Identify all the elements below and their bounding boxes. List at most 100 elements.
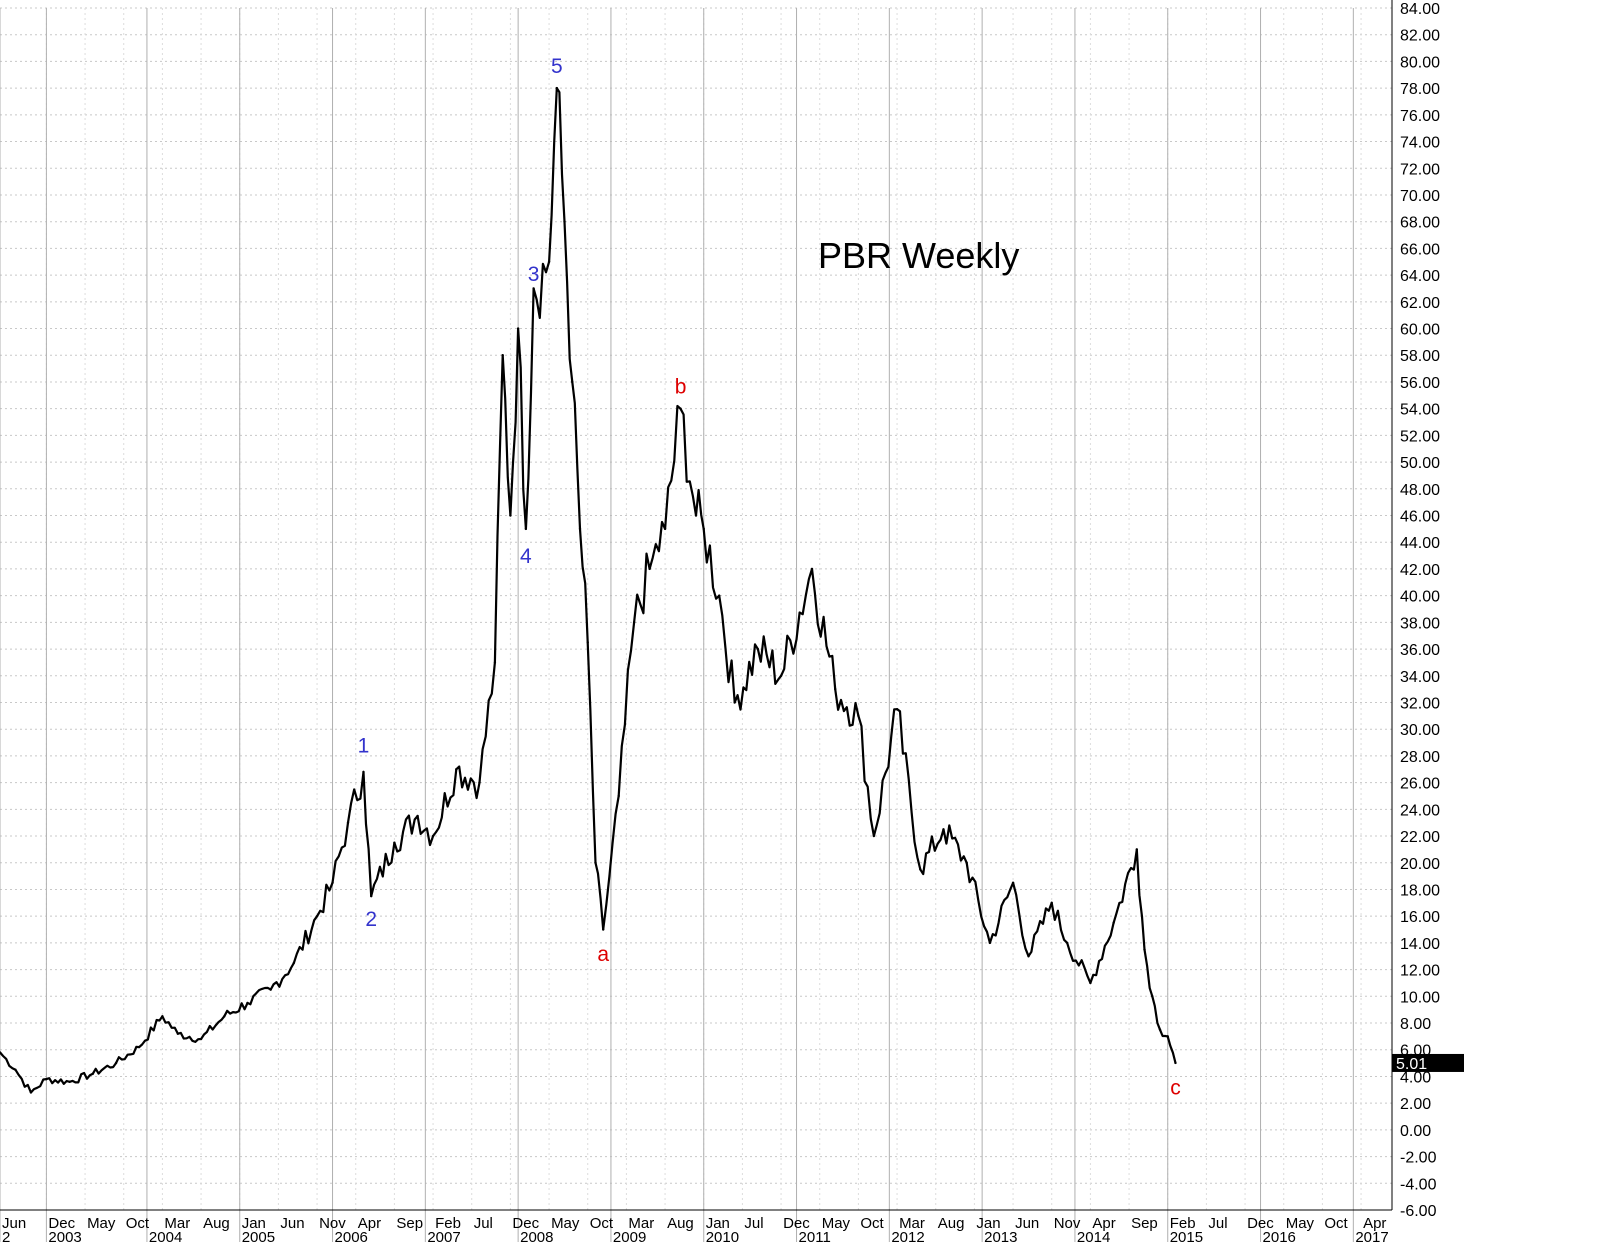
x-month-label: Jan: [976, 1215, 1000, 1232]
x-month-label: Apr: [1092, 1215, 1115, 1232]
x-month-label: Aug: [938, 1215, 965, 1232]
y-tick-label: 56.00: [1400, 375, 1440, 392]
price-point: [834, 687, 837, 691]
y-tick-label: 84.00: [1400, 1, 1440, 18]
price-point: [586, 641, 589, 644]
x-month-label: Dec: [512, 1215, 539, 1232]
x-month-label: May: [87, 1215, 116, 1232]
x-month-label: Dec: [783, 1215, 810, 1232]
price-point: [571, 380, 574, 384]
price-point: [718, 594, 721, 597]
y-tick-label: -6.00: [1400, 1203, 1437, 1220]
x-year-label: 2008: [520, 1229, 553, 1242]
x-month-label: Jan: [242, 1215, 266, 1232]
wave-label: 3: [528, 263, 540, 286]
price-point: [965, 861, 968, 864]
price-point: [702, 527, 705, 531]
x-year-label: 2012: [891, 1229, 924, 1242]
x-month-label: Apr: [358, 1215, 381, 1232]
price-point: [138, 1045, 141, 1049]
x-month-label: Sep: [1131, 1215, 1158, 1232]
y-tick-label: 60.00: [1400, 322, 1440, 339]
x-month-label: Oct: [590, 1215, 614, 1232]
price-point: [1066, 941, 1069, 945]
price-point: [176, 1032, 180, 1035]
y-tick-label: 50.00: [1400, 455, 1440, 472]
price-point: [269, 988, 272, 991]
price-point: [68, 1080, 71, 1083]
price-point: [370, 894, 373, 898]
y-tick-label: 66.00: [1400, 241, 1440, 258]
y-tick-label: 82.00: [1400, 28, 1440, 45]
price-point: [602, 928, 605, 931]
wave-label: a: [597, 943, 609, 966]
y-tick-label: 42.00: [1400, 562, 1440, 579]
y-tick-label: 26.00: [1400, 776, 1440, 793]
x-year-label: 2006: [335, 1229, 368, 1242]
x-month-label: Mar: [628, 1215, 654, 1232]
price-line: [0, 87, 1177, 1094]
x-month-label: Jul: [1208, 1215, 1227, 1232]
price-point: [161, 1015, 164, 1018]
x-month-label: Mar: [164, 1215, 190, 1232]
x-year-label: 2009: [613, 1229, 646, 1242]
price-point: [1112, 921, 1115, 925]
last-price-label: 5.01: [1396, 1056, 1427, 1073]
x-year-label: 2014: [1077, 1229, 1110, 1242]
price-point: [563, 220, 566, 223]
y-tick-label: 0.00: [1400, 1123, 1431, 1140]
price-point: [509, 514, 512, 517]
x-year-label: 2004: [149, 1229, 182, 1242]
wave-label: 1: [358, 735, 370, 758]
x-month-label: Mar: [899, 1215, 925, 1232]
y-tick-label: 32.00: [1400, 695, 1440, 712]
y-tick-label: 36.00: [1400, 642, 1440, 659]
x-month-label: Nov: [1054, 1215, 1081, 1232]
price-point: [1027, 955, 1030, 958]
y-tick-label: 76.00: [1400, 108, 1440, 125]
price-point: [0, 1051, 2, 1054]
price-point: [617, 794, 620, 798]
price-point: [315, 914, 319, 918]
x-year-label: 2003: [48, 1229, 81, 1242]
price-point: [346, 821, 350, 824]
gridlines: [0, 7, 1392, 1242]
y-tick-label: 54.00: [1400, 402, 1440, 419]
price-point: [331, 881, 334, 884]
price-point: [493, 661, 497, 664]
x-month-label: Aug: [667, 1215, 694, 1232]
price-point: [872, 834, 876, 838]
x-year-label: 2: [2, 1229, 10, 1242]
x-month-label: Sep: [396, 1215, 423, 1232]
last-price-box: [1392, 1053, 1464, 1072]
price-point: [292, 961, 296, 965]
price-point: [919, 868, 922, 871]
y-tick-label: 80.00: [1400, 54, 1440, 71]
price-point: [895, 707, 899, 711]
price-point: [594, 861, 597, 864]
x-year-label: 2016: [1263, 1229, 1296, 1242]
price-point: [416, 814, 419, 818]
y-tick-label: 40.00: [1400, 589, 1440, 606]
x-month-label: Jun: [2, 1215, 26, 1232]
price-point: [1174, 1061, 1177, 1065]
price-point: [431, 834, 435, 838]
x-month-label: Jan: [706, 1215, 730, 1232]
price-point: [1143, 948, 1146, 951]
y-tick-label: 58.00: [1400, 348, 1440, 365]
price-point: [1050, 901, 1053, 905]
price-point: [547, 260, 551, 263]
y-tick-label: 14.00: [1400, 936, 1440, 953]
y-tick-label: 2.00: [1400, 1096, 1431, 1113]
price-point: [857, 714, 860, 718]
x-year-label: 2007: [427, 1229, 460, 1242]
y-tick-label: 68.00: [1400, 215, 1440, 232]
x-year-label: 2011: [799, 1229, 831, 1242]
y-tick-label: 62.00: [1400, 295, 1440, 312]
wave-labels: 1 2 3 4 5 a b c: [358, 55, 1181, 1100]
y-tick-label: 20.00: [1400, 856, 1440, 873]
price-point: [199, 1037, 203, 1041]
price-point: [45, 1077, 48, 1081]
y-tick-label: 28.00: [1400, 749, 1440, 766]
